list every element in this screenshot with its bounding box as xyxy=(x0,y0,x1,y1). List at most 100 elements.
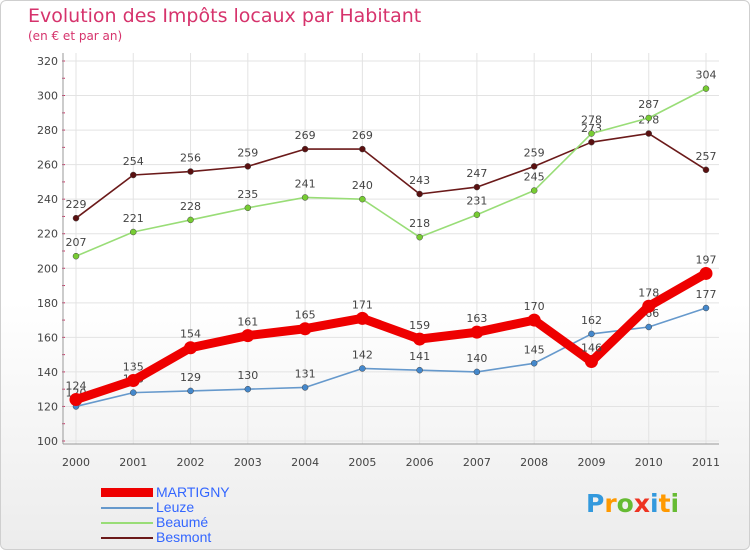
data-label-martigny: 124 xyxy=(66,380,87,393)
legend-label-besmont: Besmont xyxy=(156,529,212,545)
data-label-besmont: 247 xyxy=(466,167,487,180)
data-label-martigny: 165 xyxy=(295,309,316,322)
data-point-beaume xyxy=(530,187,538,194)
data-label-besmont: 229 xyxy=(66,198,87,211)
data-label-leuze: 130 xyxy=(237,369,258,382)
y-tick-label: 160 xyxy=(37,331,58,344)
legend-label-beaume: Beaumé xyxy=(156,514,209,530)
legend-item-martigny: MARTIGNY xyxy=(101,485,230,500)
data-label-besmont: 257 xyxy=(696,150,717,163)
y-tick-label: 240 xyxy=(37,193,58,206)
series-line-leuze xyxy=(75,307,707,408)
data-label-beaume: 245 xyxy=(524,171,545,184)
chart-subtitle: (en € et par an) xyxy=(28,29,123,43)
data-point-besmont xyxy=(301,145,309,153)
data-label-martigny: 178 xyxy=(638,286,659,299)
logo-letter: P xyxy=(586,489,605,518)
data-label-martigny: 197 xyxy=(696,253,717,266)
logo-letter: x xyxy=(633,489,650,518)
x-tick-label: 2001 xyxy=(119,456,147,469)
data-point-martigny xyxy=(642,299,656,313)
data-label-leuze: 177 xyxy=(696,288,717,301)
legend-swatch-besmont xyxy=(101,536,153,539)
data-label-besmont: 243 xyxy=(409,174,430,187)
data-point-martigny xyxy=(126,374,140,388)
data-label-martigny: 154 xyxy=(180,328,201,341)
data-point-leuze xyxy=(473,368,481,376)
y-tick-label: 220 xyxy=(37,228,58,241)
x-tick-label: 2000 xyxy=(62,456,90,469)
data-point-beaume xyxy=(244,204,252,212)
legend-item-beaume: Beaumé xyxy=(101,515,230,530)
y-tick-label: 300 xyxy=(37,90,58,103)
data-label-beaume: 304 xyxy=(696,69,717,82)
x-tick-label: 2007 xyxy=(463,456,491,469)
x-tick-label: 2005 xyxy=(348,456,376,469)
data-label-beaume: 218 xyxy=(409,217,430,230)
data-label-beaume: 241 xyxy=(295,177,316,190)
logo-letter: i xyxy=(650,489,659,518)
data-label-leuze: 142 xyxy=(352,348,373,361)
data-label-martigny: 170 xyxy=(524,300,545,313)
series-line-martigny xyxy=(71,268,711,405)
series-line-besmont xyxy=(75,132,707,219)
logo-letter: r xyxy=(604,489,617,518)
legend: MARTIGNY Leuze Beaumé Besmont xyxy=(101,485,230,545)
legend-item-besmont: Besmont xyxy=(101,530,230,545)
data-point-besmont xyxy=(645,130,652,137)
data-point-besmont xyxy=(244,163,252,170)
data-label-martigny: 171 xyxy=(352,298,373,311)
data-point-martigny xyxy=(584,355,598,369)
data-point-martigny xyxy=(184,341,198,355)
x-tick-label: 2003 xyxy=(234,456,262,469)
x-tick-label: 2009 xyxy=(577,456,605,469)
data-point-leuze xyxy=(359,365,366,372)
data-point-leuze xyxy=(530,360,538,367)
x-tick-label: 2011 xyxy=(692,456,720,469)
legend-label-martigny: MARTIGNY xyxy=(156,484,230,500)
legend-swatch-martigny xyxy=(101,488,153,497)
series-line-beaume xyxy=(75,87,707,257)
y-tick-label: 320 xyxy=(37,55,58,68)
data-point-beaume xyxy=(473,211,481,218)
data-label-beaume: 278 xyxy=(581,114,602,127)
data-point-leuze xyxy=(645,323,652,331)
data-label-beaume: 228 xyxy=(180,200,201,213)
data-point-beaume xyxy=(301,194,309,201)
y-tick-label: 280 xyxy=(37,124,58,137)
data-label-besmont: 259 xyxy=(237,146,258,159)
data-label-martigny: 163 xyxy=(466,312,487,325)
logo-letter: o xyxy=(616,489,634,518)
data-point-martigny xyxy=(298,322,312,336)
data-label-martigny: 146 xyxy=(581,342,602,355)
logo-letter: i xyxy=(670,489,680,518)
logo-letter: t xyxy=(658,489,671,518)
data-point-leuze xyxy=(588,330,595,338)
data-point-leuze xyxy=(702,304,710,312)
data-point-martigny xyxy=(699,266,713,280)
x-tick-label: 2008 xyxy=(520,456,548,469)
data-point-beaume xyxy=(702,85,710,92)
data-label-leuze: 140 xyxy=(466,352,487,365)
y-tick-label: 100 xyxy=(37,435,58,448)
data-point-besmont xyxy=(702,166,710,174)
data-point-beaume xyxy=(588,130,595,137)
data-point-besmont xyxy=(359,145,366,153)
data-label-leuze: 141 xyxy=(409,350,430,363)
x-tick-label: 2002 xyxy=(177,456,205,469)
data-point-besmont xyxy=(473,183,481,191)
data-point-beaume xyxy=(72,252,80,260)
data-label-beaume: 240 xyxy=(352,179,373,192)
data-label-leuze: 131 xyxy=(295,367,316,380)
data-point-beaume xyxy=(130,228,137,236)
data-label-besmont: 269 xyxy=(295,129,316,142)
data-label-beaume: 235 xyxy=(237,188,258,201)
legend-label-leuze: Leuze xyxy=(156,499,195,515)
y-tick-label: 260 xyxy=(37,159,58,172)
data-point-beaume xyxy=(645,114,652,122)
data-point-leuze xyxy=(416,366,423,374)
data-label-beaume: 207 xyxy=(66,236,87,249)
data-point-martigny xyxy=(355,311,369,325)
data-label-martigny: 161 xyxy=(237,316,258,329)
data-point-martigny xyxy=(527,313,541,327)
